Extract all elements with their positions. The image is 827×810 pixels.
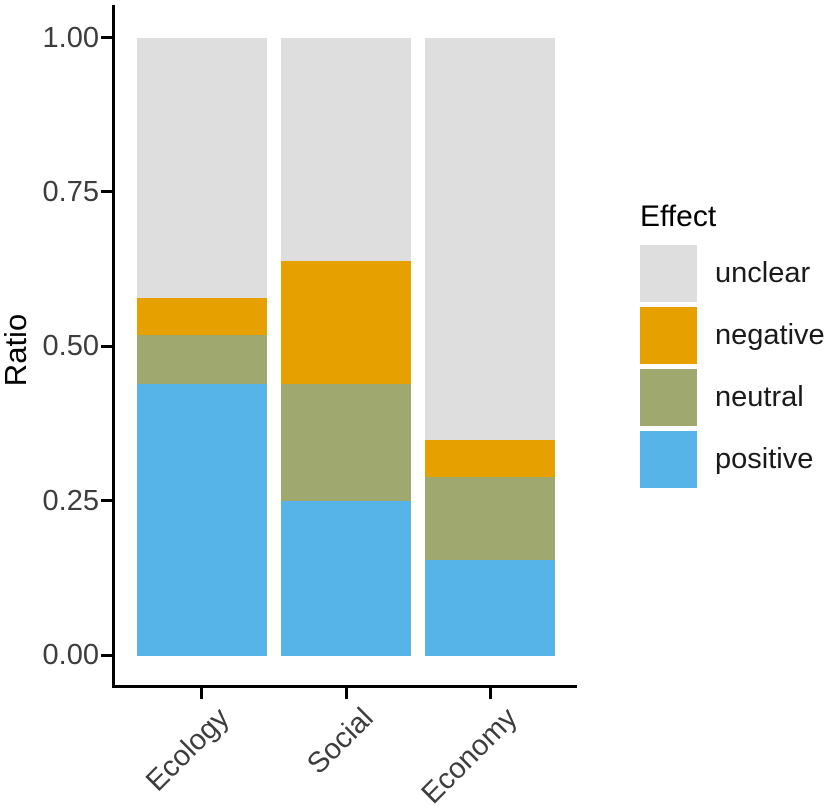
legend-item-positive: positive [640, 431, 825, 488]
legend-item-unclear: unclear [640, 245, 825, 302]
legend-label-neutral: neutral [715, 381, 804, 413]
legend-label-negative: negative [715, 319, 825, 351]
legend-swatch-positive [640, 431, 697, 488]
legend-items: unclear negative neutral positive [640, 245, 825, 488]
legend: Effect unclear negative neutral positive [640, 200, 825, 493]
bar-segment-neutral-economy [425, 475, 556, 561]
legend-swatch-neutral [640, 369, 697, 426]
y-tick [101, 499, 112, 503]
legend-item-neutral: neutral [640, 369, 825, 426]
y-tick [101, 36, 112, 39]
bar-segment-negative-economy [425, 438, 556, 477]
bar-segment-neutral-social [281, 383, 411, 502]
legend-title: Effect [640, 200, 717, 233]
bar-segment-positive-ecology [136, 383, 267, 656]
y-tick-label: 0.25 [42, 484, 99, 517]
bar-segment-positive-social [281, 500, 411, 656]
bar-segment-negative-social [281, 259, 411, 385]
x-axis-line [112, 685, 577, 688]
x-tick [488, 688, 492, 699]
bar-segment-unclear-social [281, 37, 411, 261]
legend-swatch-unclear [640, 245, 697, 302]
bar-segment-negative-ecology [136, 296, 267, 335]
y-tick-label: 1.00 [42, 21, 99, 54]
bar-segment-neutral-ecology [136, 333, 267, 385]
y-tick [101, 653, 112, 657]
y-tick-label: 0.50 [42, 330, 99, 363]
bar-segment-positive-economy [425, 559, 556, 656]
y-tick [101, 190, 112, 194]
y-tick-label: 0.00 [42, 639, 99, 671]
legend-swatch-negative [640, 307, 697, 364]
legend-item-negative: negative [640, 307, 825, 364]
y-axis-line [112, 5, 115, 688]
legend-label-unclear: unclear [715, 257, 811, 289]
y-tick [101, 344, 112, 348]
y-tick-label: 0.75 [42, 175, 99, 208]
bar-segment-unclear-economy [425, 37, 556, 440]
x-tick [344, 688, 348, 699]
x-tick [200, 688, 204, 699]
legend-label-positive: positive [715, 443, 814, 475]
bar-segment-unclear-ecology [136, 37, 267, 298]
x-tick-label-ecology: Ecology [139, 702, 236, 798]
